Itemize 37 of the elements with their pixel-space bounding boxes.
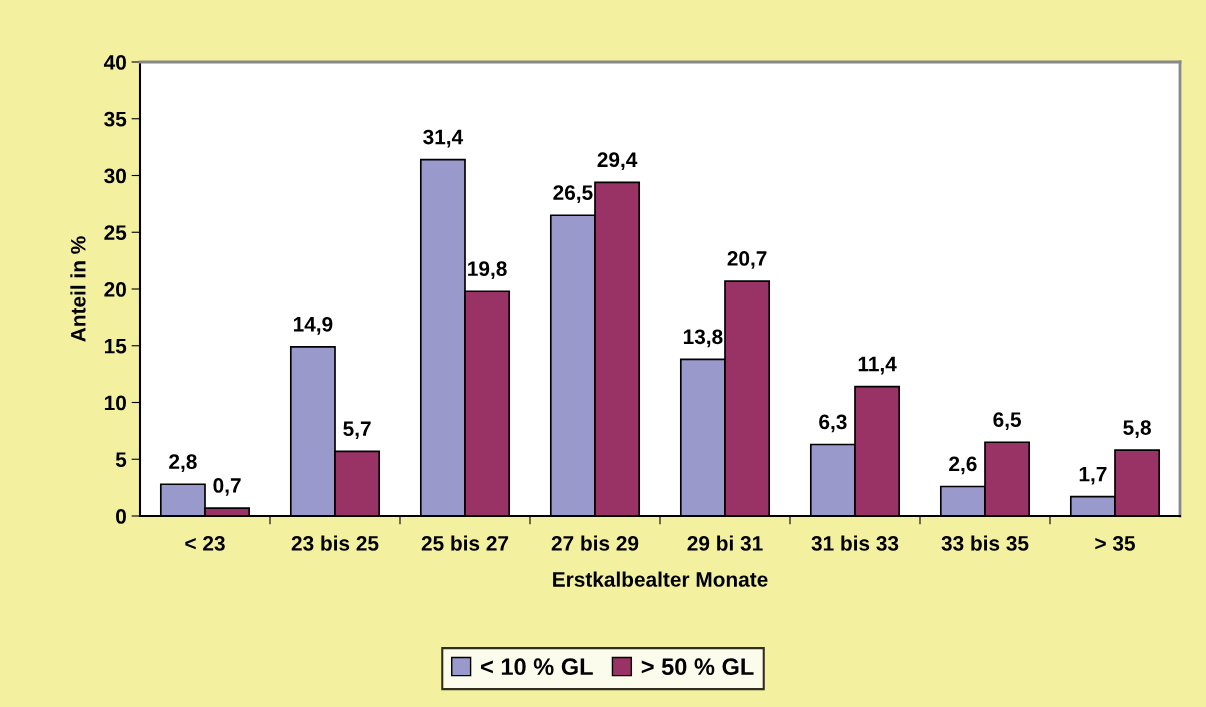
y-tick-label: 10 xyxy=(104,395,126,411)
legend-label: < 10 % GL xyxy=(481,658,593,676)
data-label: 31,4 xyxy=(423,129,464,148)
y-tick-label: 40 xyxy=(103,55,126,70)
data-label: 19,8 xyxy=(468,261,507,280)
x-tick-label: 23 bis 25 xyxy=(291,535,379,551)
data-label: 11,4 xyxy=(858,356,897,375)
data-label: 0,7 xyxy=(213,478,241,496)
x-tick-label: 29 bi 31 xyxy=(687,535,763,551)
x-tick-label: 25 bis 27 xyxy=(421,535,509,551)
data-label: 5,8 xyxy=(1123,420,1151,438)
x-tick-label: < 23 xyxy=(185,535,225,551)
data-label: 6,5 xyxy=(993,412,1021,431)
y-tick-label: 0 xyxy=(116,509,126,524)
y-axis-title: Anteil in % xyxy=(70,236,86,342)
data-label: 2,8 xyxy=(169,454,197,473)
y-tick-label: 25 xyxy=(104,225,127,240)
x-tick-label: 33 bis 35 xyxy=(941,535,1029,551)
y-tick-label: 15 xyxy=(104,338,127,354)
x-axis-title: Erstkalbealter Monate xyxy=(553,571,768,587)
data-label: 5,7 xyxy=(343,421,371,440)
data-label: 20,7 xyxy=(727,251,767,269)
y-tick-label: 20 xyxy=(104,282,126,297)
data-label: 1,7 xyxy=(1079,466,1107,485)
data-label: 2,6 xyxy=(949,456,977,475)
data-label: 14,9 xyxy=(293,316,333,335)
y-tick-label: 30 xyxy=(104,168,126,184)
x-tick-label: 27 bis 29 xyxy=(551,535,639,551)
y-tick-label: 5 xyxy=(115,452,127,467)
y-tick-label: 35 xyxy=(104,111,127,127)
x-tick-label: 31 bis 33 xyxy=(811,535,899,551)
legend-label: > 50 % GL xyxy=(641,658,754,676)
data-label: 13,8 xyxy=(683,329,723,348)
data-label: 29,4 xyxy=(597,152,638,171)
x-tick-label: > 35 xyxy=(1095,535,1135,551)
data-label: 26,5 xyxy=(553,185,593,204)
data-label: 6,3 xyxy=(819,414,847,433)
